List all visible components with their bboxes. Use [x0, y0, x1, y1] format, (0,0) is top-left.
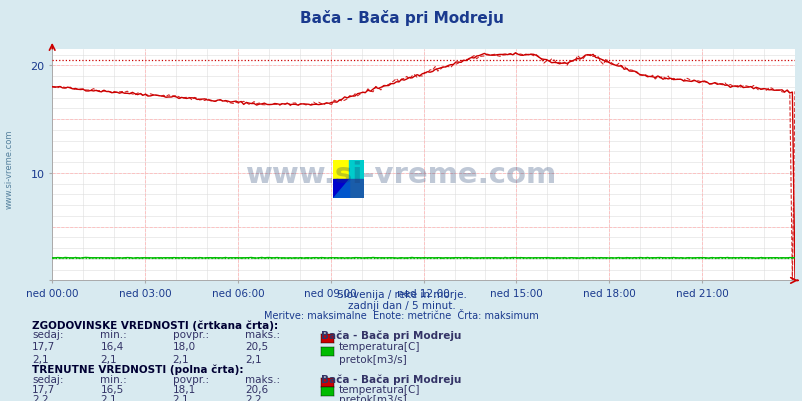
Bar [333, 160, 348, 180]
Bar [348, 160, 363, 180]
Bar [348, 180, 363, 198]
Text: Bača - Bača pri Modreju: Bača - Bača pri Modreju [321, 374, 461, 384]
Text: ZGODOVINSKE VREDNOSTI (črtkana črta):: ZGODOVINSKE VREDNOSTI (črtkana črta): [32, 320, 278, 330]
Text: 2,1: 2,1 [245, 354, 261, 364]
Text: 17,7: 17,7 [32, 341, 55, 351]
Text: sedaj:: sedaj: [32, 374, 63, 384]
Text: www.si-vreme.com: www.si-vreme.com [245, 160, 557, 188]
Text: pretok[m3/s]: pretok[m3/s] [338, 354, 406, 364]
Text: pretok[m3/s]: pretok[m3/s] [338, 394, 406, 401]
Text: 20,5: 20,5 [245, 341, 268, 351]
Text: temperatura[C]: temperatura[C] [338, 341, 419, 351]
Text: 20,6: 20,6 [245, 384, 268, 394]
Text: 16,5: 16,5 [100, 384, 124, 394]
Text: TRENUTNE VREDNOSTI (polna črta):: TRENUTNE VREDNOSTI (polna črta): [32, 363, 243, 374]
Text: 18,0: 18,0 [172, 341, 196, 351]
Text: min.:: min.: [100, 330, 127, 340]
Text: temperatura[C]: temperatura[C] [338, 384, 419, 394]
Text: www.si-vreme.com: www.si-vreme.com [5, 129, 14, 208]
Text: 2,1: 2,1 [172, 354, 189, 364]
Text: 2,2: 2,2 [245, 394, 261, 401]
Text: zadnji dan / 5 minut.: zadnji dan / 5 minut. [347, 300, 455, 310]
Text: maks.:: maks.: [245, 330, 280, 340]
Text: 2,1: 2,1 [100, 394, 117, 401]
Text: sedaj:: sedaj: [32, 330, 63, 340]
Text: min.:: min.: [100, 374, 127, 384]
Text: 2,1: 2,1 [172, 394, 189, 401]
Text: 2,2: 2,2 [32, 394, 49, 401]
Text: 16,4: 16,4 [100, 341, 124, 351]
Text: povpr.:: povpr.: [172, 330, 209, 340]
Text: 18,1: 18,1 [172, 384, 196, 394]
Text: 2,1: 2,1 [100, 354, 117, 364]
Text: Bača - Bača pri Modreju: Bača - Bača pri Modreju [299, 10, 503, 26]
Text: Slovenija / reke in morje.: Slovenija / reke in morje. [336, 290, 466, 300]
Polygon shape [333, 180, 348, 198]
Bar [333, 180, 348, 198]
Text: Meritve: maksimalne  Enote: metrične  Črta: maksimum: Meritve: maksimalne Enote: metrične Črta… [264, 310, 538, 320]
Text: Bača - Bača pri Modreju: Bača - Bača pri Modreju [321, 330, 461, 340]
Text: 17,7: 17,7 [32, 384, 55, 394]
Text: maks.:: maks.: [245, 374, 280, 384]
Text: 2,1: 2,1 [32, 354, 49, 364]
Text: povpr.:: povpr.: [172, 374, 209, 384]
